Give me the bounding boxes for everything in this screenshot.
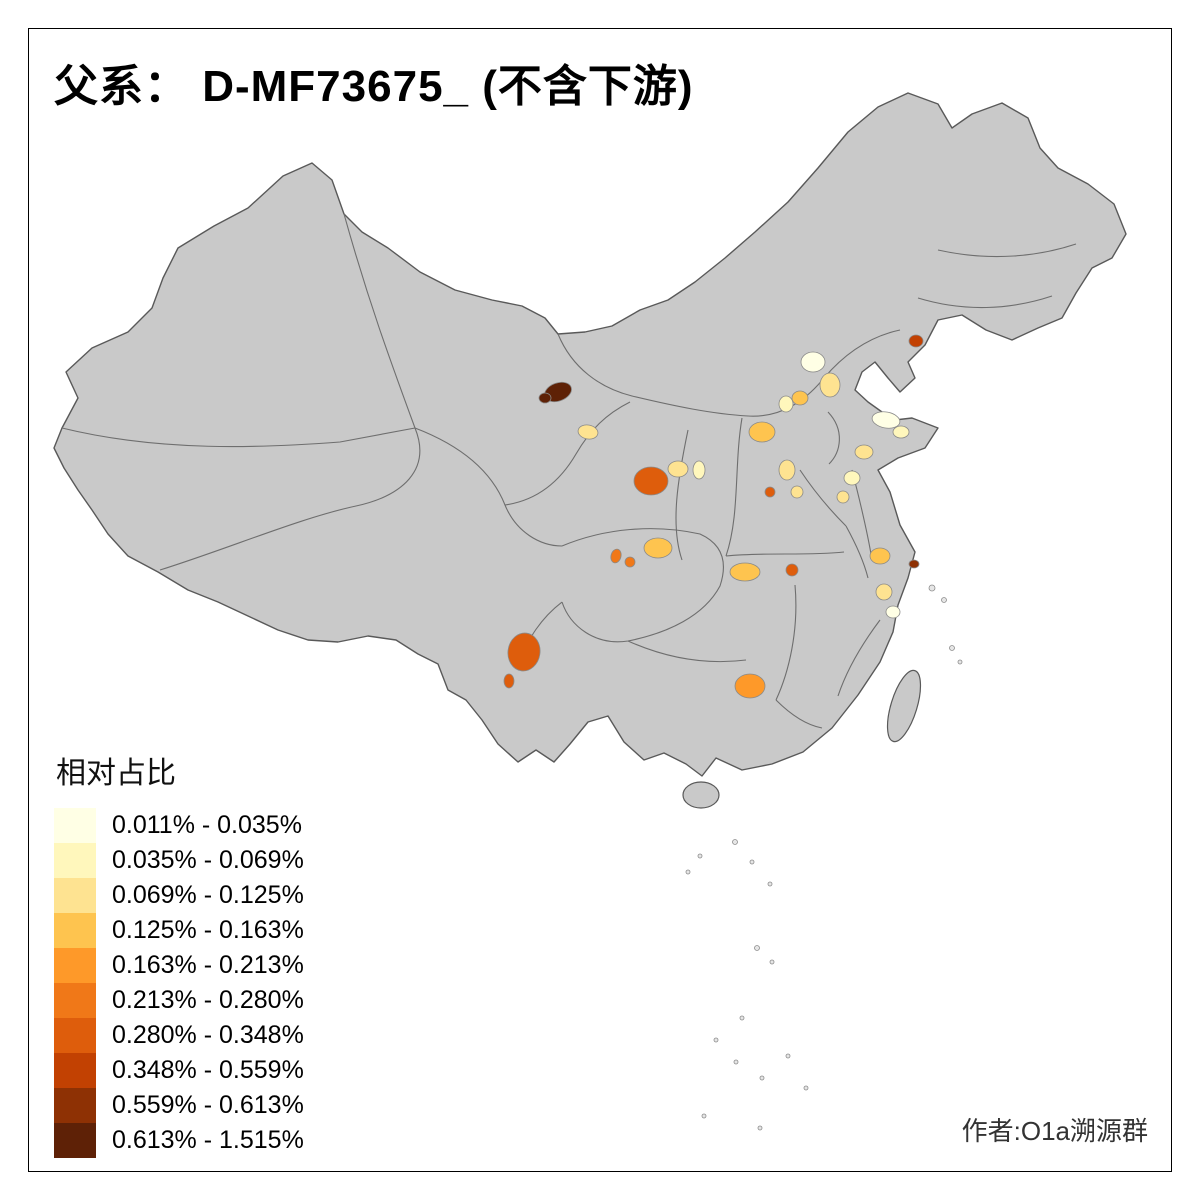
island-dot bbox=[941, 597, 947, 603]
legend-items: 0.011% - 0.035% 0.035% - 0.069% 0.069% - 0… bbox=[54, 808, 304, 1158]
island-dot bbox=[949, 645, 955, 651]
page-title: 父系： D-MF73675_ (不含下游) bbox=[54, 62, 694, 111]
colored-region bbox=[667, 460, 689, 478]
legend-item: 0.125% - 0.163% bbox=[54, 913, 304, 948]
colored-region bbox=[538, 392, 552, 404]
colored-region bbox=[908, 334, 924, 348]
colored-region bbox=[778, 395, 794, 413]
hainan-island bbox=[682, 781, 720, 809]
legend-item: 0.163% - 0.213% bbox=[54, 948, 304, 983]
island-dot bbox=[732, 839, 738, 845]
island-dot bbox=[733, 1059, 739, 1065]
colored-region bbox=[624, 556, 636, 568]
island-dot bbox=[757, 1125, 763, 1131]
legend-swatch bbox=[54, 808, 96, 843]
island-dot bbox=[928, 584, 936, 592]
legend-swatch bbox=[54, 983, 96, 1018]
legend: 相对占比 0.011% - 0.035% 0.035% - 0.069% 0.069… bbox=[54, 748, 304, 1158]
colored-region bbox=[892, 425, 910, 439]
legend-swatch bbox=[54, 878, 96, 913]
small-islands bbox=[685, 584, 963, 1131]
legend-label: 0.069% - 0.125% bbox=[112, 881, 304, 909]
island-dot bbox=[769, 959, 775, 965]
colored-region bbox=[908, 559, 920, 569]
colored-region bbox=[885, 605, 901, 619]
colored-region bbox=[875, 583, 893, 601]
legend-label: 0.613% - 1.515% bbox=[112, 1126, 304, 1154]
colored-region bbox=[843, 470, 861, 486]
island-dot bbox=[767, 881, 773, 887]
colored-region bbox=[836, 490, 850, 504]
colored-region bbox=[633, 466, 669, 496]
colored-region bbox=[791, 390, 809, 406]
colored-region bbox=[819, 372, 841, 398]
colored-region bbox=[854, 444, 874, 460]
island-dot bbox=[754, 945, 760, 951]
island-dot bbox=[697, 853, 703, 859]
legend-label: 0.280% - 0.348% bbox=[112, 1021, 304, 1049]
island-dot bbox=[803, 1085, 809, 1091]
legend-label: 0.035% - 0.069% bbox=[112, 846, 304, 874]
legend-swatch bbox=[54, 1123, 96, 1158]
legend-label: 0.213% - 0.280% bbox=[112, 986, 304, 1014]
legend-item: 0.280% - 0.348% bbox=[54, 1018, 304, 1053]
colored-region bbox=[785, 563, 799, 577]
legend-item: 0.213% - 0.280% bbox=[54, 983, 304, 1018]
island-dot bbox=[701, 1113, 707, 1119]
author-credit: 作者:O1a溯源群 bbox=[961, 1116, 1148, 1146]
colored-region bbox=[577, 424, 599, 440]
taiwan-island bbox=[886, 669, 922, 743]
island-dot bbox=[749, 859, 755, 865]
legend-item: 0.348% - 0.559% bbox=[54, 1053, 304, 1088]
colored-region bbox=[800, 351, 826, 373]
island-dot bbox=[759, 1075, 765, 1081]
colored-region bbox=[871, 411, 901, 429]
legend-title: 相对占比 bbox=[56, 757, 176, 790]
island-dot bbox=[739, 1015, 745, 1021]
island-dot bbox=[685, 869, 691, 875]
colored-region bbox=[643, 537, 673, 559]
legend-swatch bbox=[54, 1088, 96, 1123]
legend-item: 0.011% - 0.035% bbox=[54, 808, 304, 843]
legend-swatch bbox=[54, 843, 96, 878]
island-dot bbox=[785, 1053, 791, 1059]
legend-label: 0.011% - 0.035% bbox=[112, 811, 302, 839]
legend-label: 0.348% - 0.559% bbox=[112, 1056, 304, 1084]
colored-region bbox=[869, 547, 891, 565]
legend-item: 0.559% - 0.613% bbox=[54, 1088, 304, 1123]
colored-region bbox=[507, 632, 541, 672]
highlighted-regions bbox=[503, 334, 924, 699]
legend-item: 0.613% - 1.515% bbox=[54, 1123, 304, 1158]
legend-swatch bbox=[54, 913, 96, 948]
colored-region bbox=[503, 673, 515, 689]
colored-region bbox=[764, 486, 776, 498]
legend-swatch bbox=[54, 1053, 96, 1088]
colored-region bbox=[692, 460, 706, 480]
colored-region bbox=[610, 548, 622, 564]
legend-item: 0.035% - 0.069% bbox=[54, 843, 304, 878]
colored-region bbox=[729, 562, 761, 582]
legend-label: 0.559% - 0.613% bbox=[112, 1091, 304, 1119]
colored-region bbox=[748, 421, 776, 443]
island-dot bbox=[957, 659, 963, 665]
colored-region bbox=[790, 485, 804, 499]
colored-region bbox=[778, 459, 796, 481]
colored-region bbox=[734, 673, 766, 699]
island-dot bbox=[713, 1037, 719, 1043]
legend-item: 0.069% - 0.125% bbox=[54, 878, 304, 913]
legend-label: 0.163% - 0.213% bbox=[112, 951, 304, 979]
legend-swatch bbox=[54, 1018, 96, 1053]
legend-swatch bbox=[54, 948, 96, 983]
legend-label: 0.125% - 0.163% bbox=[112, 916, 304, 944]
province-borders bbox=[61, 213, 1077, 729]
